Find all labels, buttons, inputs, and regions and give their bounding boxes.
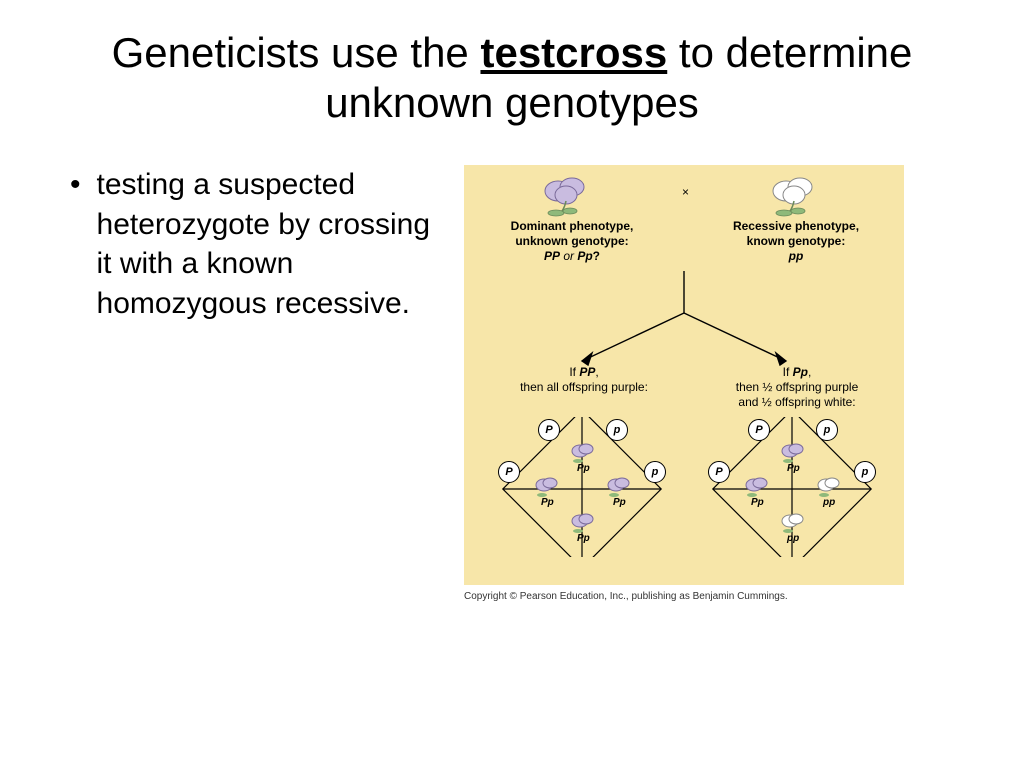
punnett-cell-label: pp — [787, 533, 799, 544]
punnett-cell-label: Pp — [577, 533, 590, 544]
allele-circle: P — [498, 461, 520, 483]
punnett-cell-label: Pp — [541, 497, 554, 508]
figure-column: × Dominant phenotype, unknown genotype: … — [464, 165, 904, 602]
bullet-column: • testing a suspected heterozygote by cr… — [70, 165, 440, 602]
punnett-cell-label: Pp — [751, 497, 764, 508]
punnett-cell-label: pp — [823, 497, 835, 508]
title-keyword: testcross — [480, 29, 667, 76]
content-row: • testing a suspected heterozygote by cr… — [0, 139, 1024, 602]
branch-left-text: If PP, then all offspring purple: — [496, 365, 672, 395]
punnett-cell-label: Pp — [787, 463, 800, 474]
punnett-cell-label: Pp — [613, 497, 626, 508]
allele-circle: P — [538, 419, 560, 441]
bullet-dot: • — [70, 165, 81, 323]
punnett-cell-label: Pp — [577, 463, 590, 474]
testcross-diagram: × Dominant phenotype, unknown genotype: … — [464, 165, 904, 585]
slide-title: Geneticists use the testcross to determi… — [0, 0, 1024, 139]
branch-right-text: If Pp, then ½ offspring purple and ½ off… — [704, 365, 890, 410]
allele-circle: p — [816, 419, 838, 441]
allele-circle: p — [606, 419, 628, 441]
bullet-item: • testing a suspected heterozygote by cr… — [70, 165, 440, 323]
title-pre: Geneticists use the — [112, 29, 481, 76]
punnett-right: P p P p Pp Pp pp pp — [708, 417, 876, 557]
punnett-left: P p P p Pp Pp Pp Pp — [498, 417, 666, 557]
allele-circle: P — [708, 461, 730, 483]
bullet-text: testing a suspected heterozygote by cros… — [97, 165, 440, 323]
allele-circle: p — [854, 461, 876, 483]
allele-circle: P — [748, 419, 770, 441]
allele-circle: p — [644, 461, 666, 483]
figure-copyright: Copyright © Pearson Education, Inc., pub… — [464, 591, 904, 602]
